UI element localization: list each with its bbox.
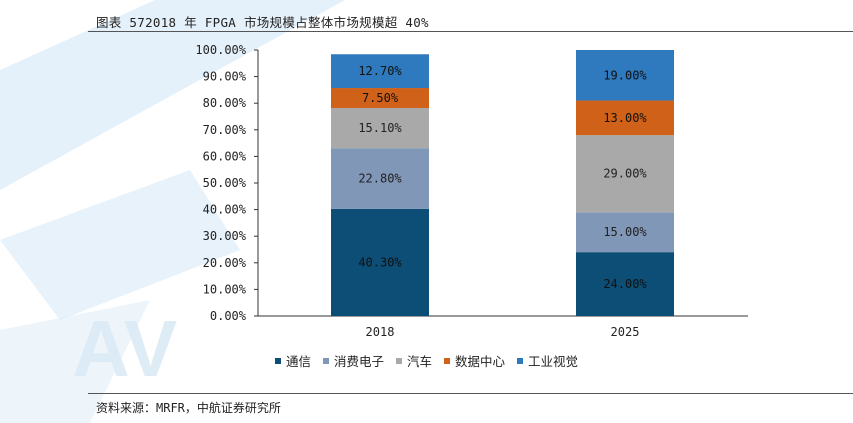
bar-segment — [576, 135, 674, 213]
top-rule — [88, 31, 853, 32]
y-tick-label: 90.00% — [203, 70, 247, 84]
legend-label: 汽车 — [406, 354, 432, 369]
stacked-bar-chart: 0.00% 10.00% 20.00% 30.00% 40.00% 50.00% 60.00… — [195, 43, 748, 339]
legend-swatch — [274, 357, 281, 364]
legend-swatch — [395, 357, 402, 364]
y-tick-label: 100.00% — [195, 43, 246, 57]
legend-item: 数据中心 — [444, 351, 505, 370]
chart-legend: 通信 消费电子 汽车 数据中心 工业视觉 — [0, 351, 853, 370]
legend-label: 工业视觉 — [528, 354, 579, 369]
y-tick-label: 0.00% — [210, 309, 247, 323]
legend-swatch — [444, 357, 450, 364]
bar-segment — [331, 148, 429, 209]
data-label: 15.10% — [358, 121, 402, 135]
y-tick-label: 40.00% — [203, 203, 247, 217]
x-tick-label: 2018 — [366, 325, 395, 339]
bar-segment — [576, 212, 674, 253]
bottom-rule — [88, 393, 853, 394]
bar-segment — [331, 208, 429, 316]
source-note: 资料来源：MRFR，中航证券研究所 — [96, 401, 281, 415]
bar-segment — [331, 88, 429, 108]
x-tick-label: 2025 — [611, 325, 640, 339]
legend-item: 消费电子 — [322, 351, 384, 370]
y-tick-label: 10.00% — [203, 282, 247, 296]
data-label: 7.50% — [362, 91, 399, 105]
data-label: 13.00% — [603, 111, 647, 125]
chart-title: 图表 572018 年 FPGA 市场规模占整体市场规模超 40% — [96, 15, 429, 30]
data-label: 29.00% — [603, 167, 647, 181]
data-label: 40.30% — [358, 255, 402, 269]
legend-label: 数据中心 — [455, 354, 506, 369]
y-tick-label: 80.00% — [203, 96, 247, 110]
legend-item: 汽车 — [395, 351, 432, 370]
data-label: 24.00% — [603, 277, 647, 291]
y-tick-label: 60.00% — [203, 149, 247, 163]
legend-label: 消费电子 — [333, 354, 384, 369]
legend-item: 通信 — [274, 351, 311, 370]
y-tick-label: 30.00% — [203, 229, 247, 243]
bar-segment — [576, 100, 674, 136]
bar-segment — [331, 107, 429, 149]
legend-swatch — [322, 357, 329, 364]
data-label: 15.00% — [603, 225, 647, 239]
data-label: 12.70% — [358, 64, 402, 78]
y-tick-label: 50.00% — [203, 176, 247, 190]
data-label: 19.00% — [603, 68, 647, 82]
legend-item: 工业视觉 — [517, 351, 578, 370]
legend-swatch — [517, 357, 524, 364]
bar-segment — [331, 54, 429, 89]
bar-segment — [576, 50, 674, 101]
y-tick-label: 70.00% — [203, 123, 247, 137]
y-tick-label: 20.00% — [203, 256, 247, 270]
bar-segment — [576, 252, 674, 316]
legend-label: 通信 — [285, 354, 311, 369]
data-label: 22.80% — [358, 171, 402, 185]
